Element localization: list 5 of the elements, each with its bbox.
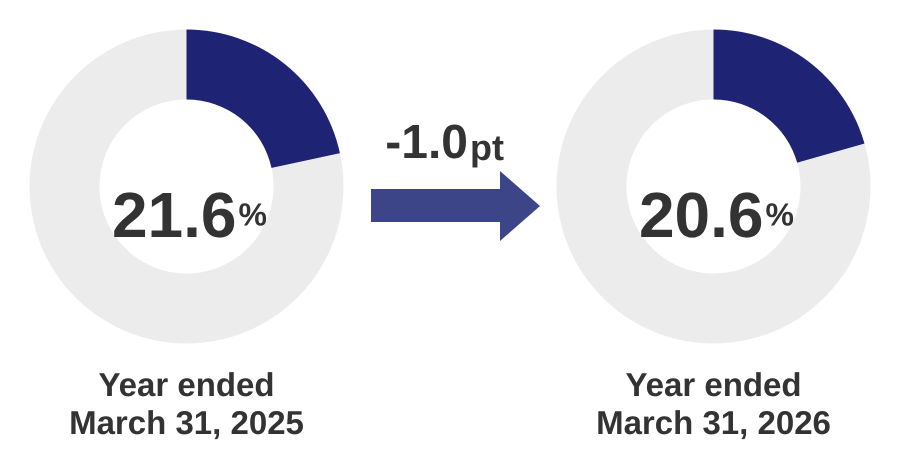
text: Year ended March 31, 2025 <box>69 366 304 441</box>
text: Year ended March 31, 2026 <box>596 366 831 441</box>
text: 20.6% <box>638 179 794 251</box>
text: -1.0pt <box>384 116 504 170</box>
text: 21.6% <box>112 179 267 251</box>
